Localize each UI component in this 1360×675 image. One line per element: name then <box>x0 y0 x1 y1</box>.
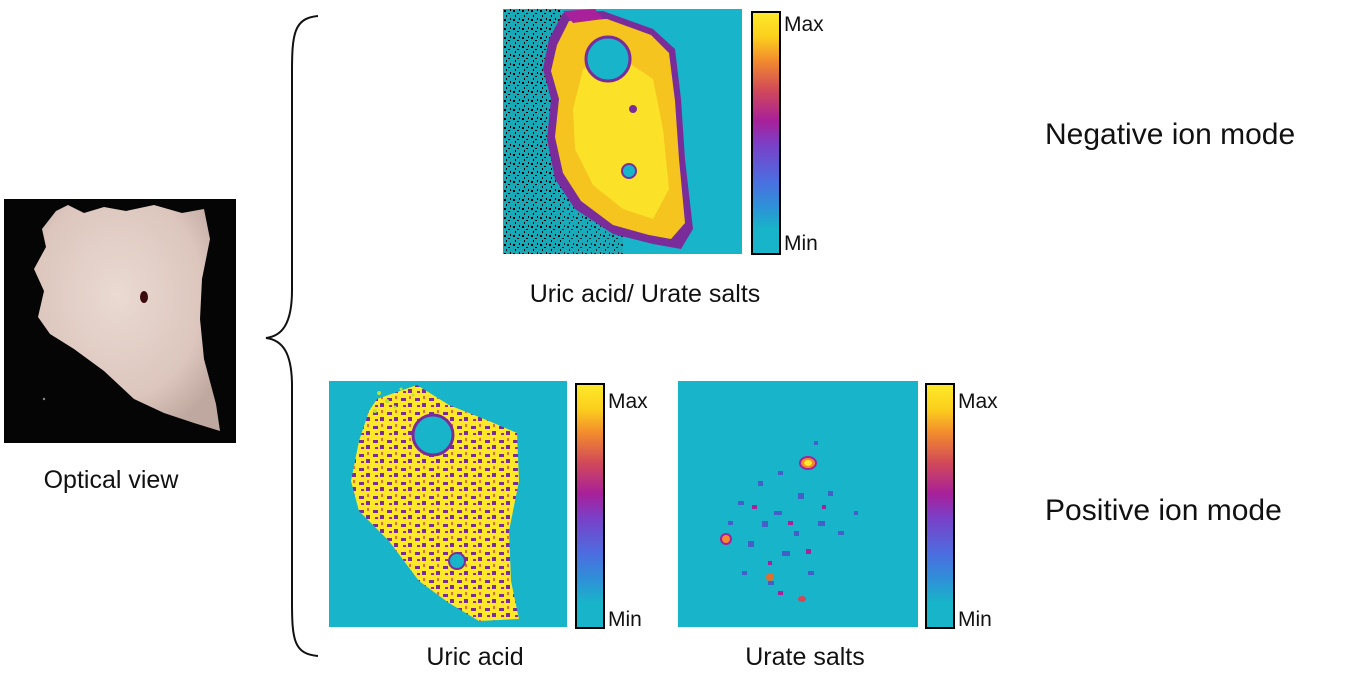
negative-panel-caption: Uric acid/ Urate salts <box>529 280 761 308</box>
heatmap-uric-acid-urate-salts <box>503 9 742 254</box>
colorbar-uric-acid-min: Min <box>608 608 642 631</box>
colorbar-urate-salts-min: Min <box>958 608 992 631</box>
urate-salts-caption: Urate salts <box>745 643 865 671</box>
grouping-brace <box>265 15 319 657</box>
colorbar-negative <box>751 11 781 255</box>
colorbar-urate-salts <box>925 383 955 629</box>
colorbar-urate-salts-max: Max <box>958 390 998 413</box>
optical-view-image <box>4 199 236 443</box>
colorbar-uric-acid-max: Max <box>608 390 648 413</box>
heatmap-urate-salts <box>678 381 918 627</box>
colorbar-uric-acid <box>575 383 605 629</box>
heatmap-uric-acid <box>329 381 567 627</box>
uric-acid-caption: Uric acid <box>426 643 524 671</box>
colorbar-negative-min: Min <box>784 232 818 255</box>
colorbar-negative-max: Max <box>784 13 824 36</box>
negative-ion-mode-label: Negative ion mode <box>1045 118 1296 151</box>
optical-view-caption: Optical view <box>43 466 179 494</box>
positive-ion-mode-label: Positive ion mode <box>1045 494 1282 527</box>
